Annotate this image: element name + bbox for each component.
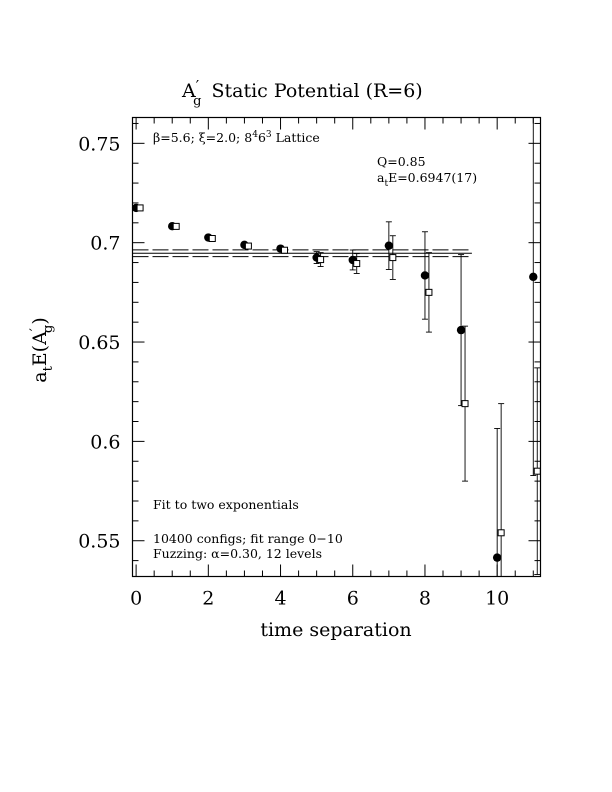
data-marks xyxy=(131,117,541,577)
data-point-square xyxy=(172,222,180,230)
ylabel-prime: ′ xyxy=(28,328,44,331)
data-point-circle xyxy=(384,241,394,250)
y-tick-label: 0.7 xyxy=(90,233,120,255)
title-main: A xyxy=(181,80,196,102)
title-prime: ′ xyxy=(196,77,200,95)
ylabel-g: g xyxy=(41,325,56,333)
fuzzing-a: Fuzzing: xyxy=(153,546,211,561)
axis-ticks xyxy=(132,117,541,577)
data-point-square xyxy=(317,256,325,264)
x-tick-label: 0 xyxy=(130,588,142,610)
title-rest: Static Potential (R=6) xyxy=(211,80,422,102)
ylabel-t: t xyxy=(41,365,56,371)
ylabel-end: ) xyxy=(29,317,51,324)
y-tick-label: 0.65 xyxy=(78,332,120,354)
fuzzing-note: Fuzzing: α=0.30, 12 levels xyxy=(153,546,322,561)
lattice-xi: ξ=2.0; xyxy=(199,130,240,145)
title-sub: g xyxy=(193,94,201,109)
data-point-circle xyxy=(529,272,538,282)
data-point-square xyxy=(353,260,361,268)
y-tick-label: 0.55 xyxy=(78,531,120,553)
x-tick-label: 4 xyxy=(274,588,286,610)
configs-note: 10400 configs; fit range 0−10 xyxy=(153,531,343,546)
ylabel-a: a xyxy=(29,371,51,382)
q-value: Q=0.85 xyxy=(377,154,426,169)
fit-energy: atE=0.6947(17) xyxy=(377,170,477,189)
lattice-size2: 6 xyxy=(258,130,266,145)
ylabel-mid: E(A xyxy=(29,331,51,366)
data-point-square xyxy=(244,242,252,250)
data-point-square xyxy=(425,288,433,296)
lattice-word: Lattice xyxy=(276,130,320,145)
data-point-square xyxy=(389,254,397,262)
lattice-exp2: 3 xyxy=(266,130,272,140)
lattice-size: 8 xyxy=(244,130,252,145)
x-tick-label: 2 xyxy=(202,588,214,610)
data-point-square xyxy=(461,400,469,408)
lattice-exp: 4 xyxy=(252,130,258,140)
fit-method: Fit to two exponentials xyxy=(153,497,299,512)
x-tick-label: 8 xyxy=(419,588,431,610)
lattice-beta: β=5.6; xyxy=(153,130,195,145)
data-point-square xyxy=(281,246,289,254)
data-point-circle xyxy=(420,271,430,280)
data-point-square xyxy=(497,529,505,537)
y-tick-label: 0.75 xyxy=(78,133,120,155)
x-tick-label: 6 xyxy=(347,588,359,610)
fit-energy-rest: E=0.6947(17) xyxy=(388,170,477,185)
lattice-annotation: β=5.6; ξ=2.0; 8463 Lattice xyxy=(153,130,320,145)
data-point-square xyxy=(533,467,541,475)
y-tick-label: 0.6 xyxy=(90,431,120,453)
data-point-circle xyxy=(456,325,466,335)
data-point-circle xyxy=(492,553,502,562)
fit-band xyxy=(132,249,472,258)
data-point-square xyxy=(208,235,216,243)
tick-labels: 0 2 4 6 8 100.550.60.650.70.75 xyxy=(78,133,509,609)
y-axis-label: atE(A′g) xyxy=(28,317,56,383)
fuzzing-alpha: α xyxy=(211,546,220,561)
plot-frame xyxy=(131,116,542,578)
x-tick-label: 10 xyxy=(485,588,509,610)
fit-energy-t: t xyxy=(384,179,388,189)
data-point-square xyxy=(136,204,144,212)
chart-title: A′ g Static Potential (R=6) xyxy=(181,77,423,109)
fit-energy-a: a xyxy=(377,170,385,185)
fuzzing-b: =0.30, 12 levels xyxy=(220,546,322,561)
x-axis-label: time separation xyxy=(260,619,411,641)
